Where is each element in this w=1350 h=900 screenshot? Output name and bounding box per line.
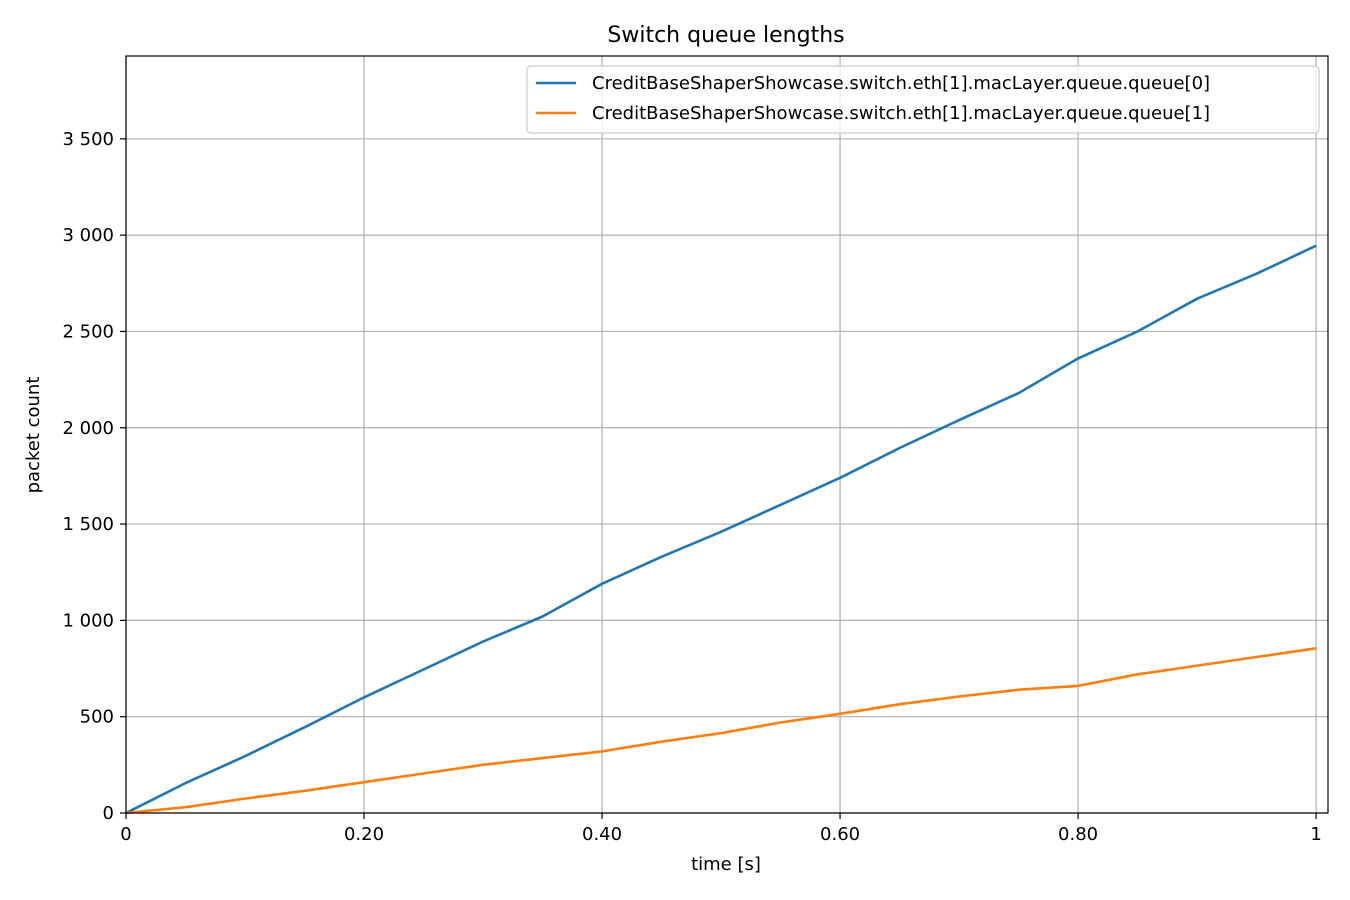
y-axis-label: packet count (23, 377, 44, 494)
y-tick-label: 3 000 (62, 225, 114, 246)
legend: CreditBaseShaperShowcase.switch.eth[1].m… (526, 65, 1320, 134)
legend-label: CreditBaseShaperShowcase.switch.eth[1].m… (592, 73, 1210, 94)
series-line-queue-1 (125, 647, 1317, 815)
x-tick-label: 0 (120, 824, 131, 845)
legend-box (526, 65, 1320, 134)
x-tick-label: 0.80 (1058, 824, 1098, 845)
y-tick-label: 1 000 (62, 610, 114, 631)
chart-title: Switch queue lengths (607, 23, 844, 48)
grid (125, 56, 1328, 814)
ticks: 0 0.20 0.40 0.60 0.80 1 0 500 1 000 1 500 2 000 2 5… (62, 129, 1321, 845)
x-axis-label: time [s] (691, 854, 761, 875)
plot-frame (125, 55, 1329, 814)
x-tick-label: 1 (1310, 824, 1321, 845)
y-tick-label: 0 (103, 803, 114, 824)
y-tick-label: 2 000 (62, 418, 114, 439)
series-line-queue-0 (125, 244, 1317, 815)
y-tick-label: 2 500 (62, 321, 114, 342)
x-tick-label: 0.60 (820, 824, 860, 845)
series-layer (125, 244, 1317, 815)
x-tick-label: 0.20 (344, 824, 384, 845)
y-tick-label: 3 500 (62, 129, 114, 150)
legend-label: CreditBaseShaperShowcase.switch.eth[1].m… (592, 103, 1210, 124)
y-tick-label: 500 (80, 707, 114, 728)
x-tick-label: 0.40 (582, 824, 622, 845)
y-tick-label: 1 500 (62, 514, 114, 535)
